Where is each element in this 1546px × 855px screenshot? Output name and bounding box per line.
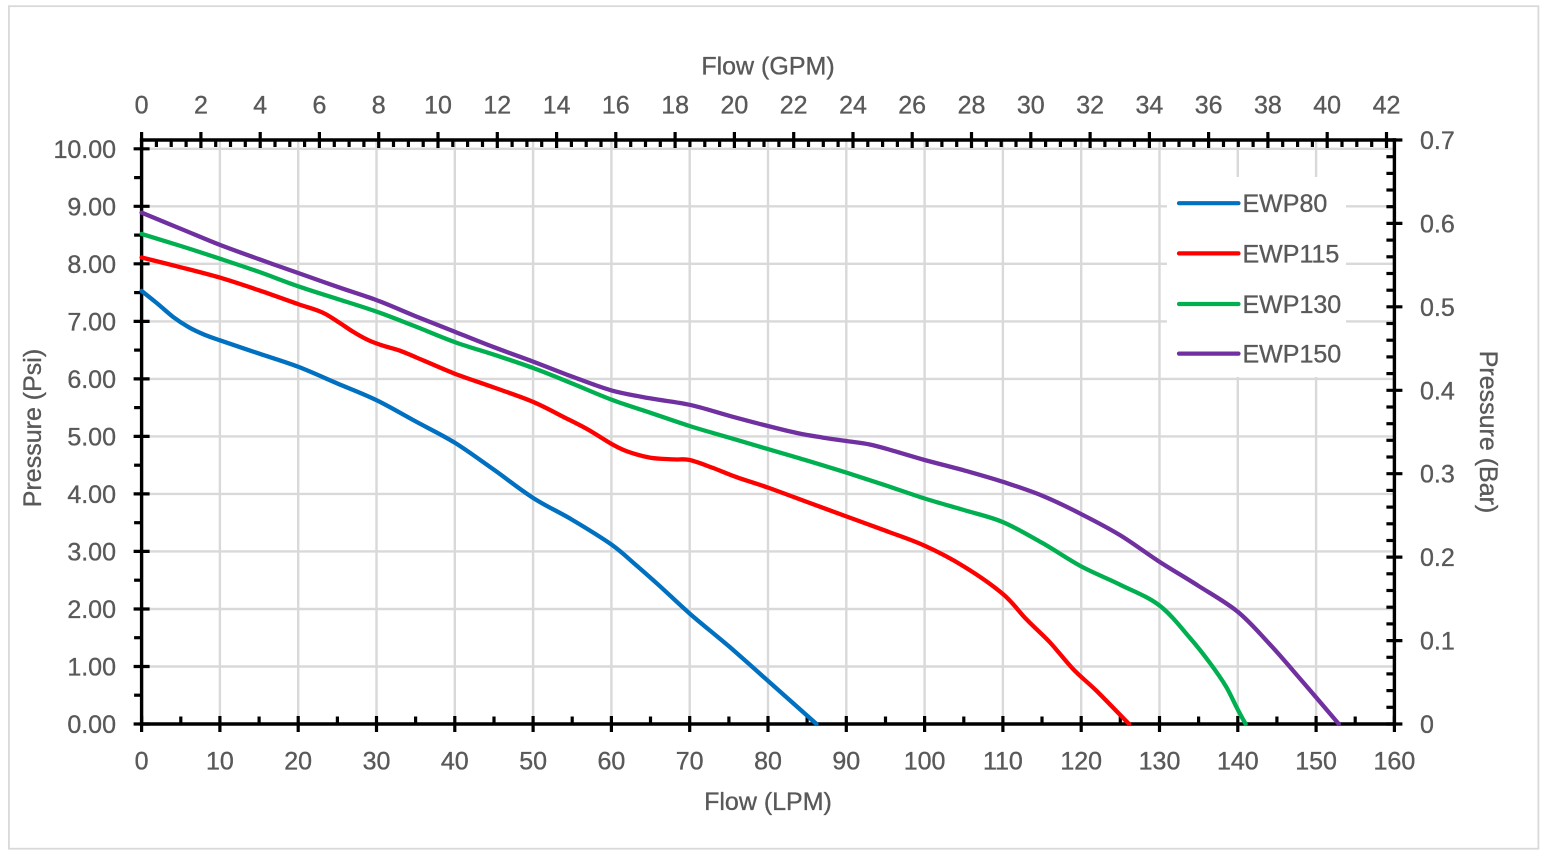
svg-text:9.00: 9.00 [67,193,116,221]
svg-text:70: 70 [676,748,704,776]
svg-text:80: 80 [754,748,782,776]
svg-text:40: 40 [1313,92,1341,120]
svg-text:150: 150 [1295,748,1337,776]
svg-text:8.00: 8.00 [67,251,116,279]
svg-text:160: 160 [1374,748,1416,776]
svg-text:120: 120 [1060,748,1102,776]
svg-text:0.4: 0.4 [1420,377,1455,405]
svg-text:10: 10 [206,748,234,776]
svg-text:0.6: 0.6 [1420,210,1455,238]
svg-text:0: 0 [135,92,149,120]
svg-text:6.00: 6.00 [67,366,116,394]
svg-text:0.7: 0.7 [1420,127,1455,155]
svg-text:0: 0 [1420,711,1434,739]
svg-text:1.00: 1.00 [67,654,116,682]
svg-text:10.00: 10.00 [53,136,116,164]
svg-text:38: 38 [1254,92,1282,120]
svg-text:Pressure (Bar): Pressure (Bar) [1474,351,1502,514]
svg-text:20: 20 [284,748,312,776]
svg-text:110: 110 [983,748,1023,776]
svg-text:0.5: 0.5 [1420,294,1455,322]
svg-text:5.00: 5.00 [67,423,116,451]
svg-text:Flow (LPM): Flow (LPM) [704,788,832,816]
svg-text:0: 0 [135,748,149,776]
svg-text:22: 22 [780,92,808,120]
svg-text:18: 18 [661,92,689,120]
svg-text:EWP150: EWP150 [1243,341,1342,369]
svg-text:4.00: 4.00 [67,481,116,509]
svg-text:14: 14 [543,92,571,120]
svg-text:20: 20 [720,92,748,120]
svg-text:30: 30 [1017,92,1045,120]
svg-text:Pressure (Psi): Pressure (Psi) [19,349,47,507]
svg-text:24: 24 [839,92,867,120]
svg-text:0.00: 0.00 [67,711,116,739]
svg-text:0.1: 0.1 [1420,628,1455,656]
svg-text:42: 42 [1373,92,1401,120]
svg-text:EWP130: EWP130 [1243,291,1342,319]
svg-text:90: 90 [832,748,860,776]
svg-text:26: 26 [898,92,926,120]
svg-text:8: 8 [372,92,386,120]
svg-text:2: 2 [194,92,208,120]
svg-text:32: 32 [1076,92,1104,120]
svg-text:7.00: 7.00 [67,308,116,336]
svg-text:12: 12 [483,92,511,120]
svg-text:140: 140 [1217,748,1259,776]
svg-text:4: 4 [253,92,267,120]
svg-text:100: 100 [904,748,946,776]
svg-text:130: 130 [1139,748,1181,776]
svg-text:34: 34 [1135,92,1163,120]
svg-text:30: 30 [363,748,391,776]
svg-text:0.2: 0.2 [1420,544,1455,572]
svg-text:Flow (GPM): Flow (GPM) [701,53,834,81]
svg-text:EWP80: EWP80 [1243,190,1328,218]
svg-text:0.3: 0.3 [1420,461,1455,489]
svg-text:6: 6 [312,92,326,120]
svg-text:40: 40 [441,748,469,776]
svg-text:2.00: 2.00 [67,596,116,624]
svg-text:28: 28 [958,92,986,120]
svg-text:3.00: 3.00 [67,538,116,566]
svg-text:50: 50 [519,748,547,776]
svg-text:36: 36 [1195,92,1223,120]
svg-text:10: 10 [424,92,452,120]
svg-text:EWP115: EWP115 [1243,240,1340,268]
svg-text:16: 16 [602,92,630,120]
svg-text:60: 60 [597,748,625,776]
